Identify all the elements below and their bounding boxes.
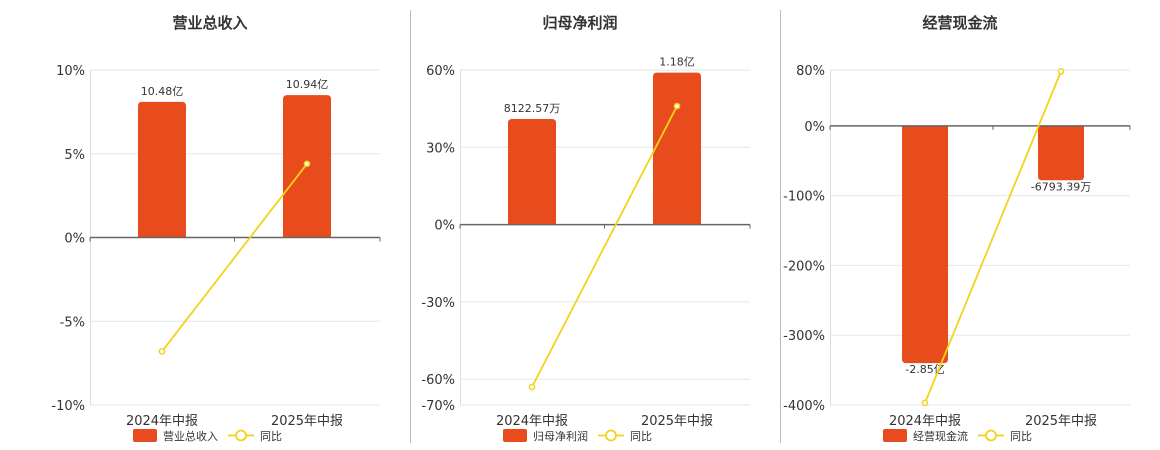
line-point: [1057, 68, 1065, 75]
series-line-yoy: [161, 163, 308, 352]
legend-swatch-bar: [503, 429, 527, 442]
bar-data-label: 1.18亿: [659, 56, 695, 69]
legend-label-bar: 经营现金流: [913, 429, 968, 443]
legend-swatch-bar: [883, 429, 907, 442]
bar: [1038, 125, 1084, 181]
legend-swatch-bar: [133, 429, 157, 442]
x-tick-label: 2025年中报: [271, 414, 343, 429]
y-tick-label: 0%: [804, 120, 825, 135]
x-tick-label: 2024年中报: [126, 414, 198, 429]
y-tick-label: -60%: [421, 373, 455, 388]
bar-data-label: 10.48亿: [141, 85, 184, 98]
y-tick-label: 60%: [426, 64, 455, 79]
y-tick-label: -100%: [783, 190, 825, 205]
legend-label-line: 同比: [260, 430, 282, 443]
x-tick-label: 2024年中报: [889, 414, 961, 429]
chart-title: 归母净利润: [542, 14, 617, 32]
bar-data-label: -6793.39万: [1031, 180, 1091, 193]
y-tick-label: -10%: [51, 399, 85, 414]
legend-label-bar: 归母净利润: [533, 429, 588, 443]
y-tick-label: -70%: [421, 399, 455, 414]
legend-swatch-marker: [985, 429, 997, 442]
y-tick-label: 10%: [56, 64, 85, 79]
series-line-yoy: [924, 71, 1062, 404]
bar: [653, 72, 701, 225]
legend-label-bar: 营业总收入: [163, 429, 218, 443]
y-tick-label: -5%: [60, 315, 85, 330]
x-tick-label: 2025年中报: [1025, 414, 1097, 429]
chart-panel-2: 归母净利润 60% 30% 0% -30% -60% -70% 8122.57万 1.18亿 20…: [421, 14, 751, 443]
legend-label-line: 同比: [1010, 430, 1032, 443]
y-tick-label: 80%: [796, 64, 825, 79]
y-tick-label: -200%: [783, 259, 825, 274]
bar-data-label: 8122.57万: [504, 102, 561, 115]
bar: [902, 125, 948, 364]
y-tick-label: 0%: [64, 232, 85, 247]
y-tick-label: -30%: [421, 296, 455, 311]
line-point: [158, 348, 166, 355]
line-point: [673, 102, 681, 110]
chart-title: 经营现金流: [922, 14, 997, 32]
chart-title: 营业总收入: [172, 14, 247, 32]
y-tick-label: -300%: [783, 329, 825, 344]
bar-data-label: 10.94亿: [286, 78, 329, 91]
line-point: [921, 399, 929, 407]
bar-data-label: -2.85亿: [905, 363, 944, 376]
line-point: [303, 160, 311, 168]
chart-panel-1: 营业总收入 10% 5% 0% -5% -10% 10.48亿 10.94亿 2024年中报 20…: [51, 14, 381, 443]
y-tick-label: 30%: [426, 141, 455, 156]
line-point: [528, 383, 536, 391]
y-tick-label: -400%: [783, 399, 825, 414]
series-line-yoy: [531, 105, 678, 388]
y-tick-label: 5%: [64, 148, 85, 163]
legend-swatch-marker: [235, 429, 247, 442]
legend-label-line: 同比: [630, 430, 652, 443]
bar: [508, 118, 556, 225]
x-tick-label: 2024年中报: [496, 414, 568, 429]
x-tick-label: 2025年中报: [641, 414, 713, 429]
chart-panel-3: 经营现金流 80% 0% -100% -200% -300% -400% -2.85亿 -679…: [783, 14, 1131, 443]
y-tick-label: 0%: [434, 219, 455, 234]
bar: [138, 101, 186, 238]
legend-swatch-marker: [605, 429, 617, 442]
